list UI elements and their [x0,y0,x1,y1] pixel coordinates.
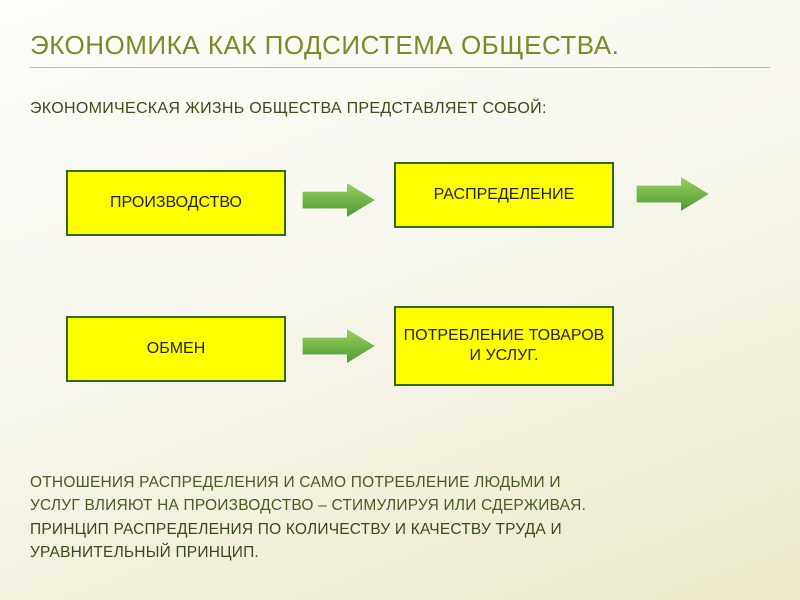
footer-line: ПРИНЦИП РАСПРЕДЕЛЕНИЯ ПО КОЛИЧЕСТВУ И КА… [30,518,770,541]
box-label: РАСПРЕДЕЛЕНИЕ [434,185,575,205]
footer-line: ОТНОШЕНИЯ РАСПРЕДЕЛЕНИЯ И САМО ПОТРЕБЛЕН… [30,471,770,494]
slide-subtitle: ЭКОНОМИЧЕСКАЯ ЖИЗНЬ ОБЩЕСТВА ПРЕДСТАВЛЯЕ… [30,100,547,118]
arrow-icon [302,328,376,364]
box-consumption: ПОТРЕБЛЕНИЕ ТОВАРОВИ УСЛУГ. [394,306,614,386]
footer-line: УСЛУГ ВЛИЯЮТ НА ПРОИЗВОДСТВО – СТИМУЛИРУ… [30,494,770,517]
slide-title: ЭКОНОМИКА КАК ПОДСИСТЕМА ОБЩЕСТВА. [30,30,770,68]
footer-text: ОТНОШЕНИЯ РАСПРЕДЕЛЕНИЯ И САМО ПОТРЕБЛЕН… [30,471,770,564]
box-label: ОБМЕН [147,339,206,359]
box-label: ПРОИЗВОДСТВО [110,193,242,213]
box-production: ПРОИЗВОДСТВО [66,170,286,236]
box-distribution: РАСПРЕДЕЛЕНИЕ [394,162,614,228]
title-block: ЭКОНОМИКА КАК ПОДСИСТЕМА ОБЩЕСТВА. [30,30,770,68]
arrow-icon [636,176,710,212]
footer-line: УРАВНИТЕЛЬНЫЙ ПРИНЦИП. [30,541,770,564]
box-exchange: ОБМЕН [66,316,286,382]
arrow-icon [302,182,376,218]
box-label: ПОТРЕБЛЕНИЕ ТОВАРОВИ УСЛУГ. [404,326,605,366]
